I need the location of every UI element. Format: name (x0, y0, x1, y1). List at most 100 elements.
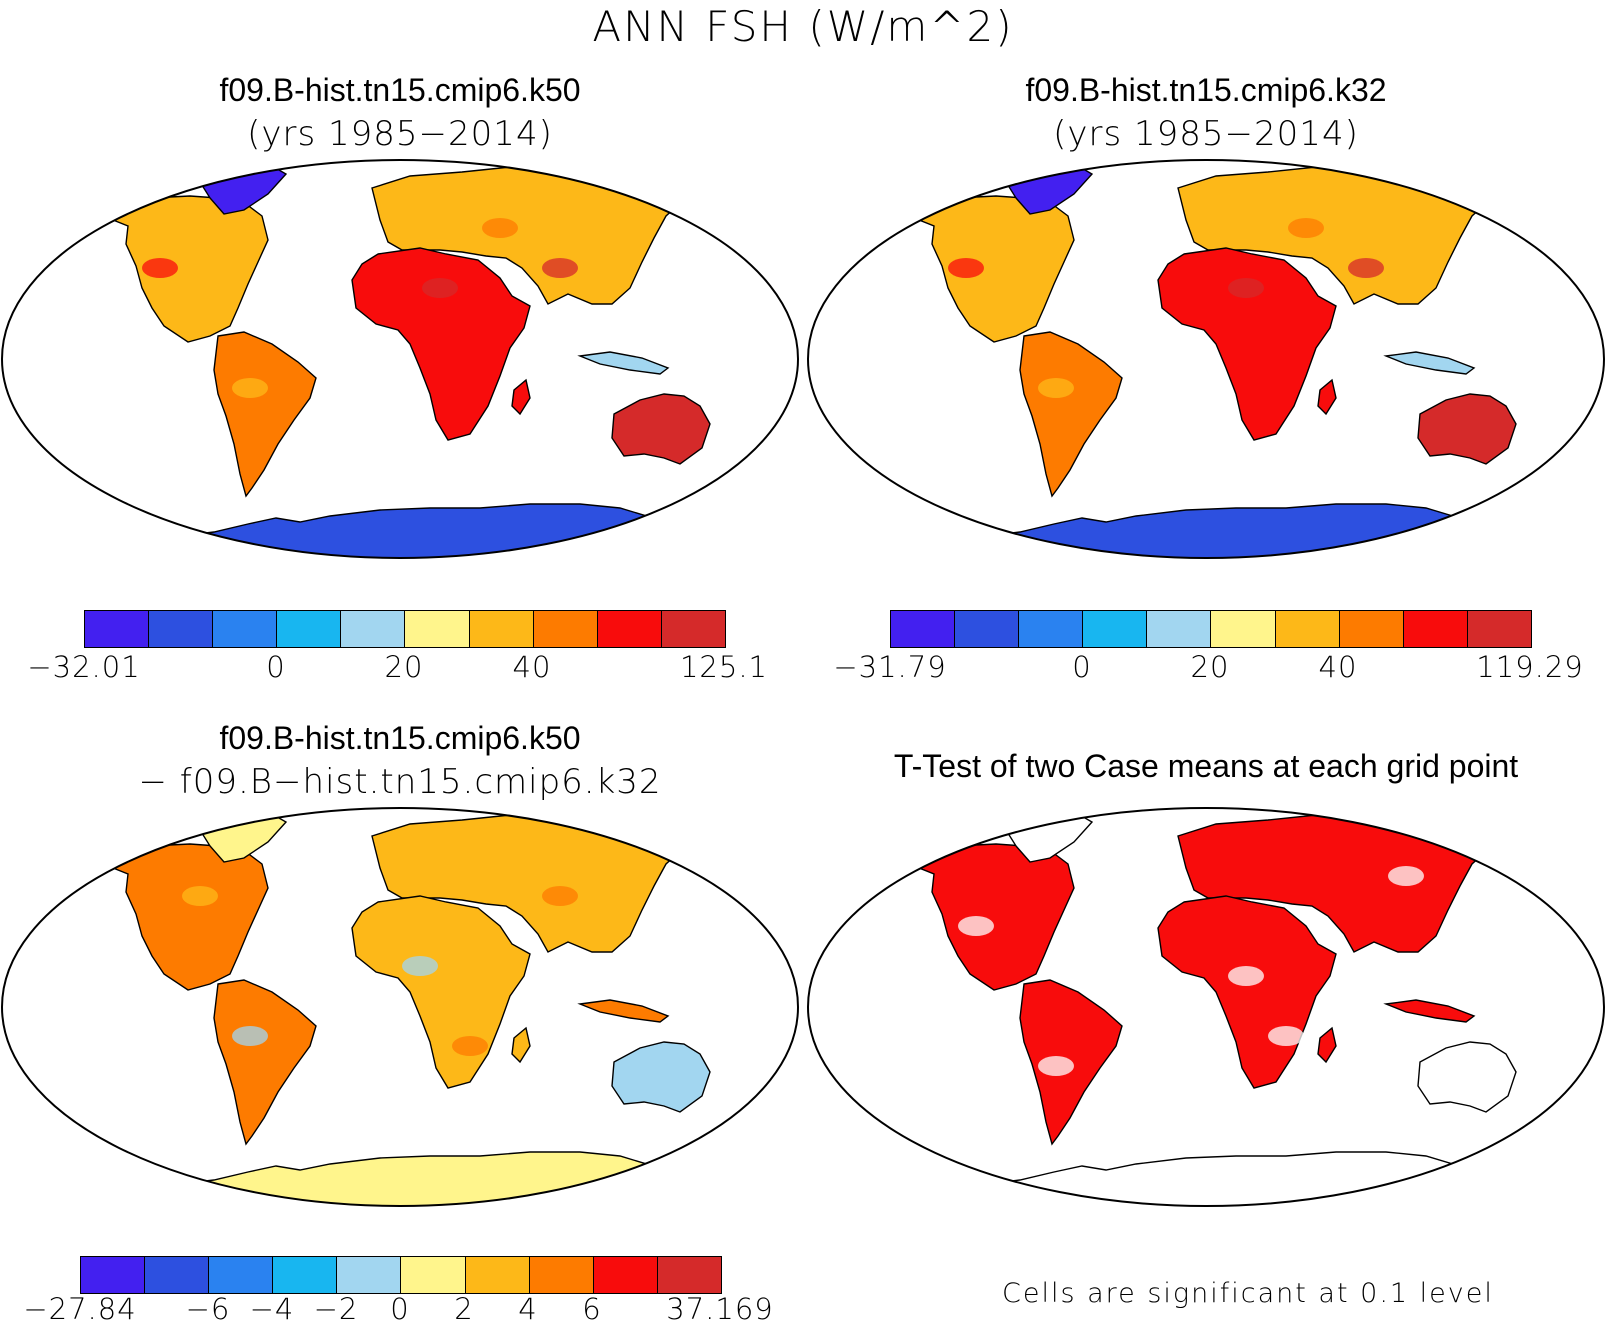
panel-3-tick-4: 0 (390, 1292, 410, 1326)
colorbar-swatch-1 (955, 611, 1020, 647)
landmass-africa (1157, 247, 1337, 441)
field-patch-3 (182, 886, 218, 906)
panel-1-title: f09.B-hist.tn15.cmip6.k50 (219, 72, 581, 108)
landmass-africa (1157, 895, 1337, 1089)
colorbar-swatch-5 (405, 611, 470, 647)
panel-2-title: f09.B-hist.tn15.cmip6.k32 (1025, 72, 1387, 108)
field-patch-2 (1228, 966, 1264, 986)
panel-2-tick-0: −31.79 (833, 650, 947, 684)
landmass-antarctica (126, 503, 702, 558)
field-patch-4 (1268, 1026, 1304, 1046)
field-patch-0 (958, 916, 994, 936)
field-patch-2 (482, 218, 518, 238)
field-patch-0 (232, 378, 268, 398)
colorbar-swatch-4 (337, 1257, 402, 1293)
colorbar-swatch-6 (1275, 611, 1340, 647)
panel-1-subtitle: (yrs 1985−2014) (247, 114, 553, 154)
landmass-se-asia (1383, 351, 1476, 375)
colorbar-swatch-0 (85, 611, 150, 647)
panel-2-tick-1: 0 (1072, 650, 1092, 684)
panel-4-title: T-Test of two Case means at each grid po… (893, 748, 1519, 784)
field-patch-3 (142, 258, 178, 278)
panel-1-tick-0: −32.01 (27, 650, 141, 684)
colorbar-swatch-3 (273, 1257, 338, 1293)
panel-4-map (807, 807, 1605, 1207)
colorbar-swatch-2 (213, 611, 278, 647)
panel-3-tick-8: 37.169 (666, 1292, 774, 1326)
colorbar-swatch-1 (149, 611, 214, 647)
field-patch-4 (542, 258, 578, 278)
panel-3-subtitle: − f09.B−hist.tn15.cmip6.k32 (138, 762, 662, 802)
panel-3-tick-7: 6 (582, 1292, 602, 1326)
colorbar-swatch-5 (1211, 611, 1276, 647)
colorbar-swatch-9 (1467, 611, 1531, 647)
landmass-antarctica (126, 1151, 702, 1206)
colorbar-swatch-7 (533, 611, 598, 647)
panel-2-tick-3: 40 (1318, 650, 1358, 684)
landmass-australia (1417, 393, 1517, 465)
landmass-north-america (68, 843, 269, 991)
map-frame (807, 807, 1605, 1207)
colorbar-swatch-7 (1339, 611, 1404, 647)
panel-3-tick-0: −27.84 (23, 1292, 137, 1326)
colorbar-swatch-2 (209, 1257, 274, 1293)
panel-3-tick-2: −4 (249, 1292, 295, 1326)
colorbar-swatch-9 (661, 611, 725, 647)
colorbar-swatch-4 (1147, 611, 1212, 647)
field-patch-4 (1348, 258, 1384, 278)
panel-1-tick-1: 0 (266, 650, 286, 684)
field-patch-1 (232, 1026, 268, 1046)
landmass-madagascar (511, 378, 531, 416)
panel-3-colorbar (80, 1256, 722, 1294)
panel-3-title: f09.B-hist.tn15.cmip6.k50 (219, 720, 581, 756)
panel-1-map (1, 159, 799, 559)
panel-3-tick-1: −6 (185, 1292, 231, 1326)
colorbar-swatch-6 (469, 611, 534, 647)
panel-2-colorbar (890, 610, 1532, 648)
landmass-madagascar (511, 1026, 531, 1064)
landmass-australia (611, 393, 711, 465)
landmass-africa (351, 895, 531, 1089)
landmass-antarctica (932, 503, 1508, 558)
landmass-australia (611, 1041, 711, 1113)
colorbar-swatch-2 (1019, 611, 1084, 647)
colorbar-swatch-0 (891, 611, 956, 647)
landmass-madagascar (1317, 1026, 1337, 1064)
panel-1-tick-2: 20 (384, 650, 424, 684)
panel-2-tick-2: 20 (1190, 650, 1230, 684)
field-patch-2 (542, 886, 578, 906)
landmass-australia (1417, 1041, 1517, 1113)
field-patch-0 (402, 956, 438, 976)
colorbar-swatch-3 (277, 611, 342, 647)
colorbar-swatch-6 (465, 1257, 530, 1293)
landmass-south-america (213, 979, 317, 1146)
landmass-africa (351, 247, 531, 441)
panel-3-map (1, 807, 799, 1207)
field-patch-3 (1388, 866, 1424, 886)
colorbar-swatch-8 (597, 611, 662, 647)
panel-3-tick-6: 4 (518, 1292, 538, 1326)
significance-footnote: Cells are significant at 0.1 level (1002, 1278, 1494, 1309)
field-patch-4 (452, 1036, 488, 1056)
colorbar-swatch-8 (1403, 611, 1468, 647)
map-frame (1, 807, 799, 1207)
landmass-south-america (1019, 331, 1123, 498)
colorbar-swatch-1 (145, 1257, 210, 1293)
panel-3-tick-5: 2 (454, 1292, 474, 1326)
colorbar-swatch-7 (529, 1257, 594, 1293)
panel-2-map (807, 159, 1605, 559)
field-patch-0 (1038, 378, 1074, 398)
map-frame (1, 159, 799, 559)
field-patch-2 (1288, 218, 1324, 238)
field-patch-3 (948, 258, 984, 278)
figure-title: ANN FSH (W/m^2) (592, 2, 1014, 51)
landmass-madagascar (1317, 378, 1337, 416)
landmass-antarctica (932, 1151, 1508, 1206)
colorbar-swatch-3 (1083, 611, 1148, 647)
colorbar-swatch-8 (593, 1257, 658, 1293)
field-patch-1 (1038, 1056, 1074, 1076)
panel-1-colorbar (84, 610, 726, 648)
colorbar-swatch-4 (341, 611, 406, 647)
map-frame (807, 159, 1605, 559)
panel-2-tick-4: 119.29 (1476, 650, 1584, 684)
